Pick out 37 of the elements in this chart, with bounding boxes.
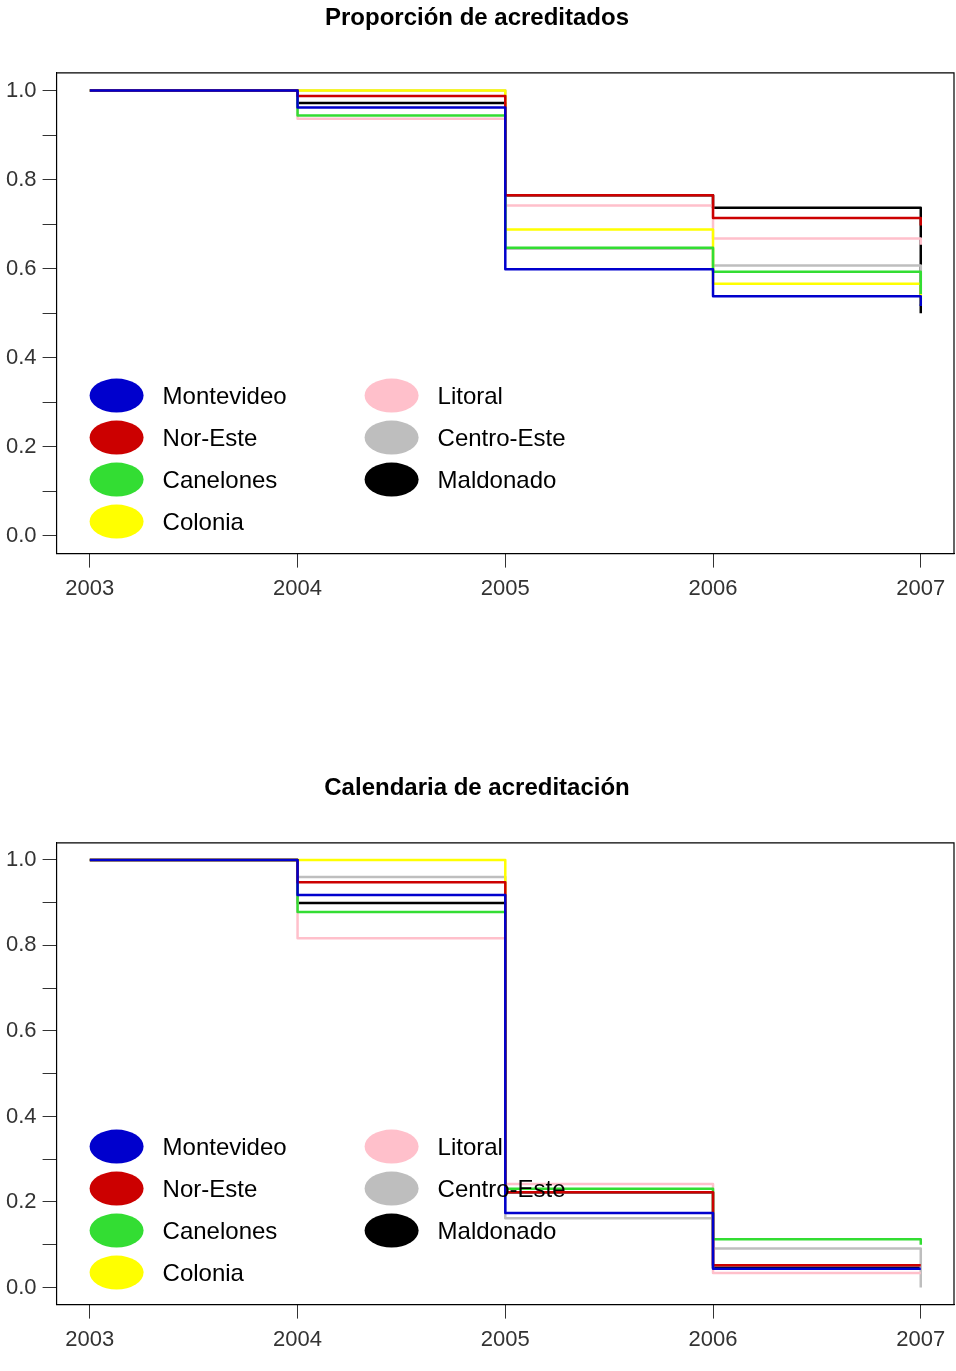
legend-label: Maldonado xyxy=(437,1217,557,1245)
x-tick-label: 2007 xyxy=(896,1325,946,1351)
y-tick-label: 1.0 xyxy=(5,845,37,871)
legend-label: Litoral xyxy=(437,1133,503,1161)
x-tick-label: 2004 xyxy=(273,574,323,600)
chart-title: Proporción de acreditados xyxy=(324,3,630,31)
legend-label: Maldonado xyxy=(437,466,557,494)
x-tick-label: 2003 xyxy=(65,1325,115,1351)
legend-label: Centro-Este xyxy=(437,424,566,452)
x-tick-label: 2005 xyxy=(480,1325,530,1351)
x-tick-label: 2003 xyxy=(65,574,115,600)
y-tick-label: 0.6 xyxy=(5,254,37,280)
legend-label: Litoral xyxy=(437,382,503,410)
y-tick-label: 0.4 xyxy=(5,343,37,369)
y-tick-label: 0.2 xyxy=(5,432,37,458)
x-tick-label: 2007 xyxy=(896,574,946,600)
legend-label: Canelones xyxy=(162,466,278,494)
legend-label: Canelones xyxy=(162,1217,278,1245)
legend-label: Colonia xyxy=(162,1259,245,1287)
x-tick-label: 2006 xyxy=(688,574,738,600)
legend-label: Montevideo xyxy=(162,382,287,410)
y-tick-label: 0.8 xyxy=(5,931,37,957)
x-tick-label: 2005 xyxy=(480,574,530,600)
legend-label: Montevideo xyxy=(162,1133,287,1161)
legend-label: Colonia xyxy=(162,508,245,536)
y-tick-label: 0.2 xyxy=(5,1188,37,1214)
x-tick-label: 2006 xyxy=(688,1325,738,1351)
legend-label: Nor-Este xyxy=(162,424,258,452)
y-tick-label: 0.0 xyxy=(5,1273,37,1299)
x-tick-label: 2004 xyxy=(273,1325,323,1351)
y-tick-label: 0.0 xyxy=(5,521,37,547)
y-tick-label: 1.0 xyxy=(5,76,37,102)
y-tick-label: 0.8 xyxy=(5,165,37,191)
legend-label: Nor-Este xyxy=(162,1175,258,1203)
y-tick-label: 0.6 xyxy=(5,1017,37,1042)
chart-title: Calendaria de acreditación xyxy=(324,773,630,801)
y-tick-label: 0.4 xyxy=(5,1102,37,1128)
